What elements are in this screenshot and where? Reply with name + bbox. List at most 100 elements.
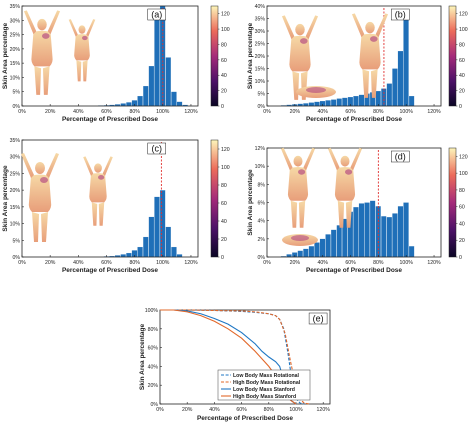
x-tick-label: 80%: [373, 260, 384, 266]
histogram-bar: [397, 206, 404, 258]
body-model-front: [23, 10, 61, 95]
figure-leg: [34, 66, 42, 95]
y-tick-label: 30%: [10, 18, 21, 24]
panel-label: (d): [395, 152, 406, 162]
histogram-bar: [126, 252, 132, 258]
histogram-bar: [342, 97, 348, 107]
y-axis-label: Skin Area percentage: [247, 23, 254, 90]
dose-hotspot: [98, 175, 105, 180]
legend: [217, 369, 311, 401]
dose-hotspot: [42, 33, 50, 39]
dose-hotspot: [298, 169, 306, 175]
histogram-bar: [353, 206, 359, 258]
y-tick-label: 5%: [258, 92, 266, 98]
x-tick-label: 20%: [45, 109, 56, 115]
dose-hotspot: [82, 35, 88, 41]
x-axis-label: Percentage of Prescribed Dose: [62, 116, 158, 123]
x-tick-label: 40%: [73, 109, 84, 115]
x-tick-label: 40%: [73, 260, 84, 266]
histogram-bar: [148, 65, 155, 107]
colorbar: [210, 139, 219, 258]
x-tick-label: 100%: [400, 260, 414, 266]
figure-head: [78, 25, 86, 34]
figure-arm: [21, 153, 34, 178]
colorbar-tick-label: 20: [459, 238, 465, 244]
y-tick-label: 0%: [258, 255, 266, 261]
histogram-bar: [137, 95, 143, 107]
histogram-bar: [364, 202, 370, 258]
figure-leg: [345, 200, 353, 228]
x-tick-label: 100%: [400, 109, 414, 115]
y-tick-label: 10%: [10, 222, 21, 228]
histogram-bar: [375, 90, 381, 107]
colorbar-tick-label: 80: [221, 42, 227, 48]
figure-torso: [74, 34, 90, 61]
histogram-bar: [325, 100, 331, 107]
figure-torso: [289, 35, 311, 72]
colorbar-tick-label: 100: [459, 27, 468, 33]
dose-hotspot: [291, 235, 309, 241]
panel-label: (a): [151, 10, 162, 20]
colorbar-tick-label: 80: [221, 183, 227, 189]
panel-label-box: [391, 150, 410, 163]
x-tick-label: 120%: [184, 260, 198, 266]
histogram-bar: [319, 238, 326, 258]
figure-leg: [370, 69, 378, 98]
x-tick-label: 60%: [345, 260, 356, 266]
y-tick-label: 2%: [258, 237, 266, 243]
x-tick-label: 80%: [129, 260, 140, 266]
x-tick-label: 80%: [373, 109, 384, 115]
panel-label-box: [391, 8, 410, 21]
figure-leg: [82, 60, 88, 82]
panel-label-box: [308, 312, 328, 325]
colorbar: [448, 5, 457, 107]
y-tick-label: 0%: [13, 104, 21, 110]
figure-head: [365, 21, 375, 34]
plot-frame: [21, 139, 199, 258]
colorbar-tick-label: 40: [221, 73, 227, 79]
figure-head: [295, 23, 305, 36]
colorbar-tick-label: 120: [459, 12, 468, 18]
histogram-bar: [381, 216, 387, 258]
x-tick-label: 0%: [18, 260, 26, 266]
figure-head: [35, 162, 45, 174]
panel-label: (e): [313, 314, 324, 324]
histogram-bar: [159, 190, 166, 258]
y-tick-label: 80%: [148, 327, 159, 333]
panel-label: (c): [151, 144, 162, 154]
colorbar-tick-label: 20: [459, 89, 465, 95]
y-tick-label: 25%: [10, 171, 21, 177]
x-tick-label: 20%: [290, 109, 301, 115]
y-tick-label: 20%: [148, 383, 159, 389]
y-tick-label: 10%: [10, 75, 21, 81]
figure-torso: [334, 167, 356, 201]
figure-arm: [305, 15, 319, 40]
colorbar: [448, 147, 457, 258]
figure-arm: [47, 10, 61, 35]
y-tick-label: 5%: [13, 90, 21, 96]
figure-head: [293, 155, 303, 167]
figure-arm: [68, 19, 78, 37]
y-tick-label: 20%: [10, 47, 21, 53]
histogram-bar: [154, 196, 160, 258]
y-tick-label: 0%: [151, 402, 159, 408]
figure-leg: [337, 200, 345, 228]
x-axis-label: Percentage of Prescribed Dose: [197, 415, 293, 422]
figure-leg: [290, 200, 298, 228]
y-tick-label: 100%: [145, 308, 159, 314]
histogram-bar: [386, 216, 393, 258]
colorbar-tick-label: 100: [459, 171, 468, 177]
colorbar-tick-label: 120: [459, 154, 468, 160]
x-tick-label: 120%: [427, 109, 441, 115]
colorbar-tick-label: 40: [459, 221, 465, 227]
y-tick-label: 15%: [10, 205, 21, 211]
legend-label: Low Body Mass Rotational: [233, 373, 300, 379]
x-tick-label: 40%: [317, 260, 328, 266]
x-tick-label: 60%: [345, 109, 356, 115]
histogram-bar: [392, 213, 398, 258]
y-tick-label: 0%: [258, 104, 266, 110]
figure-arm: [23, 10, 37, 35]
x-tick-label: 20%: [290, 260, 301, 266]
histogram-bar: [137, 246, 143, 258]
figure-leg: [362, 69, 370, 98]
